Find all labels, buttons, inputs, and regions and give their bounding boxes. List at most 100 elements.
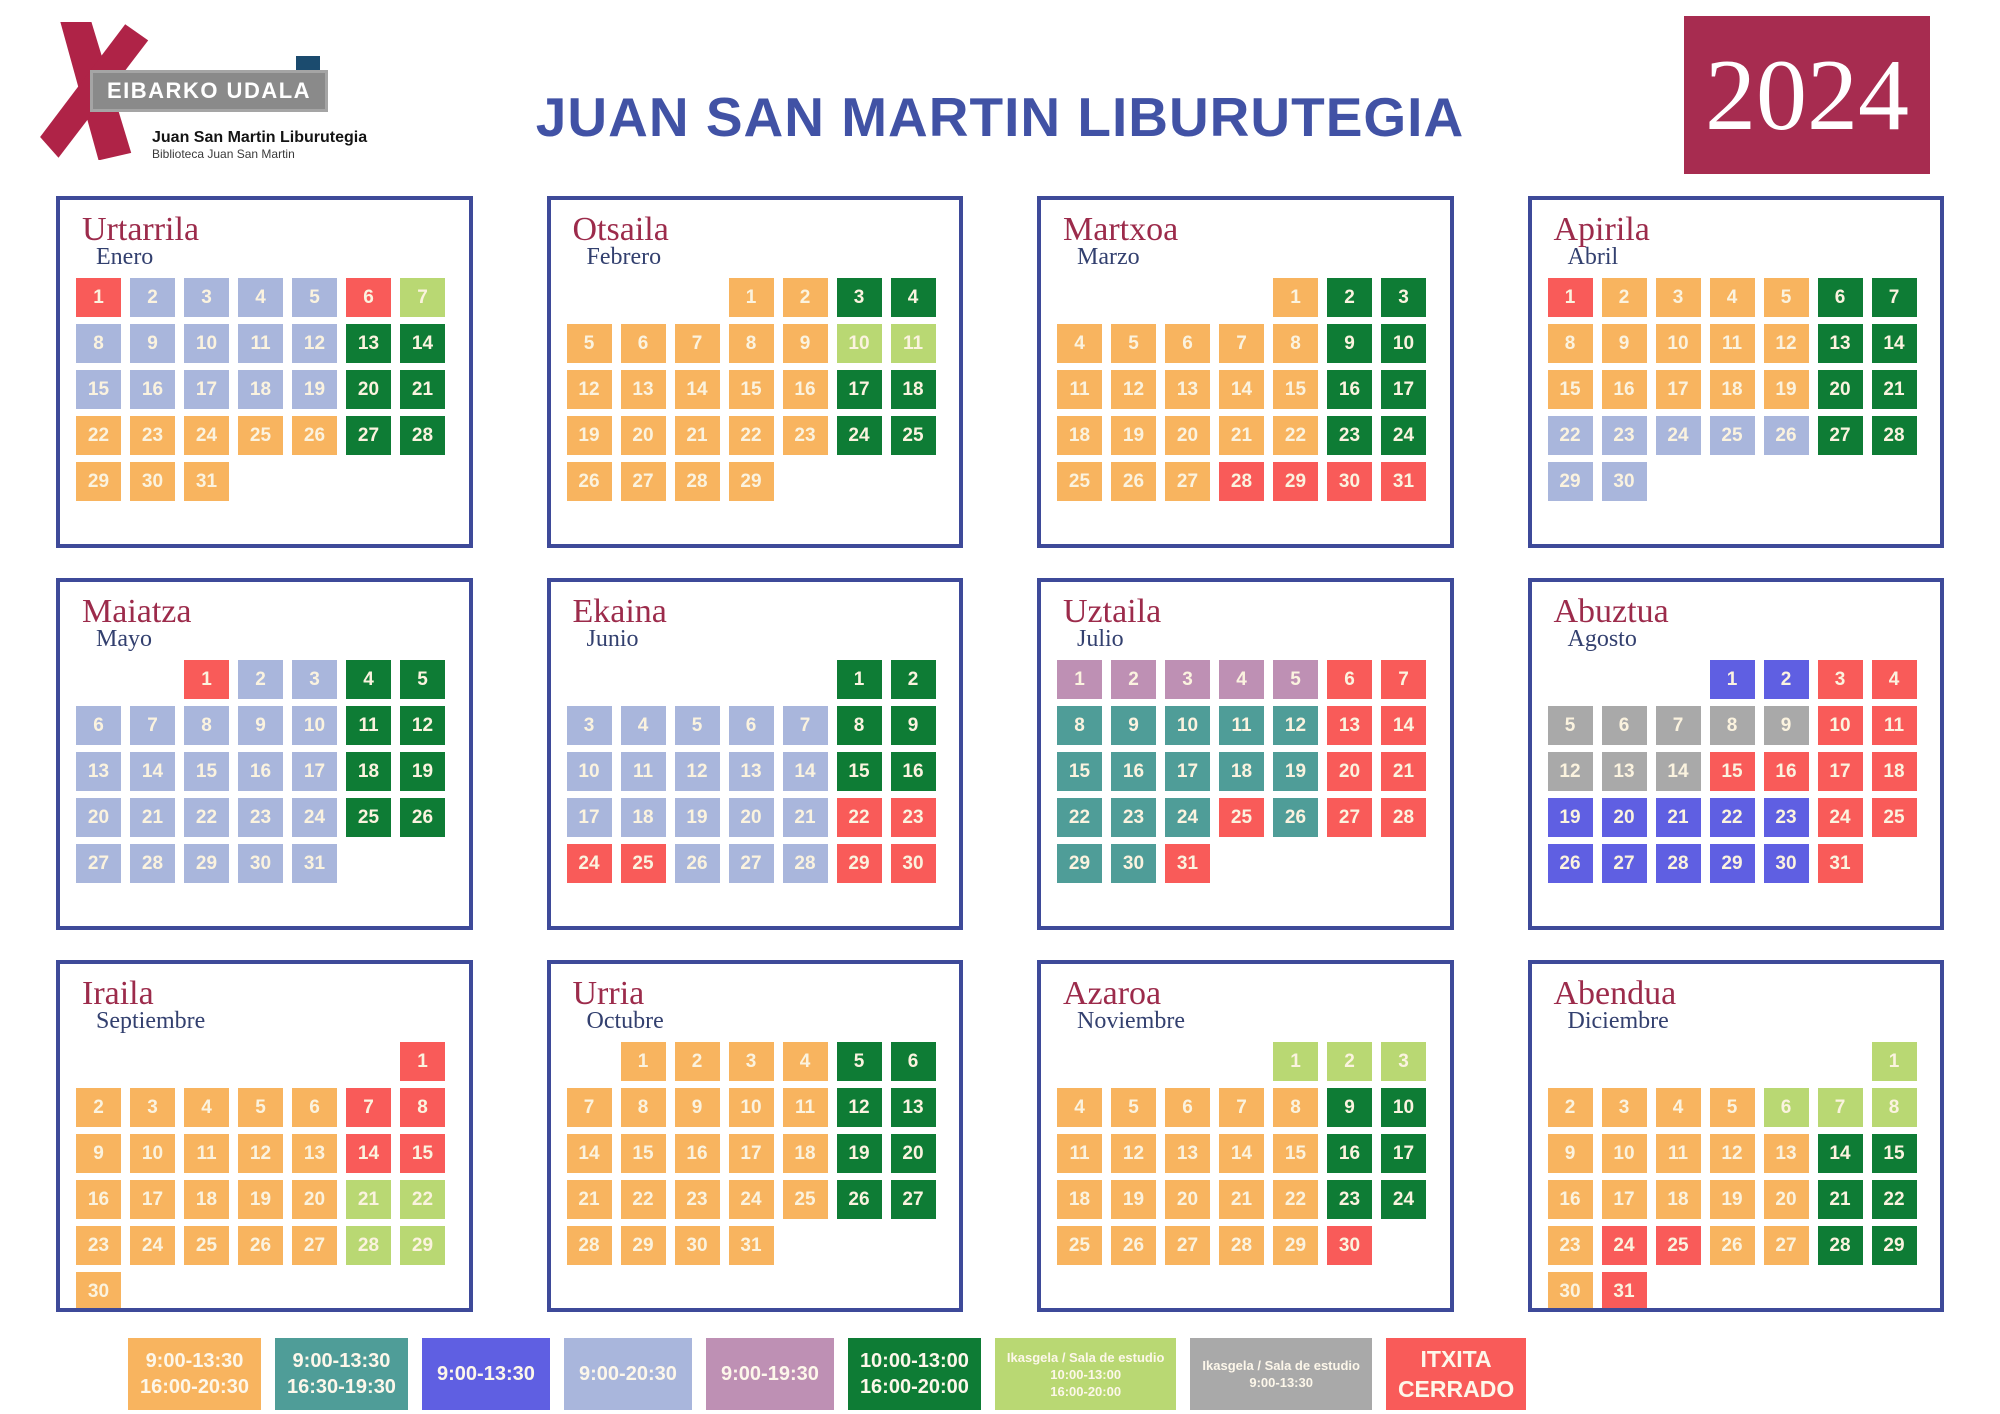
day-cell: 28 [674,462,720,501]
day-cell: 15 [1871,1134,1917,1173]
day-cell: 18 [1709,370,1755,409]
day-cell: 25 [1871,798,1917,837]
day-cell: 19 [566,416,612,455]
month-name-basque: Abuztua [1553,593,1669,630]
day-cell: 15 [76,370,121,409]
day-cell: 13 [1601,752,1647,791]
month-name-basque: Martxoa [1063,211,1179,248]
day-cell: 21 [1219,416,1264,455]
day-grid: 1 2 3 4 5 6 7 8 9 10 11 12 13 14 15 16 17 18 19 20 21 22 23 24 2… [566,1042,946,1265]
day-cell: 10 [1655,324,1701,363]
day-cell: 21 [1871,370,1917,409]
day-cell: 22 [1057,798,1102,837]
day-cell: 19 [836,1134,882,1173]
day-cell: 23 [674,1180,720,1219]
month-name-spanish: Febrero [586,244,662,270]
day-cell: 4 [184,1088,229,1127]
day-cell: 19 [1273,752,1318,791]
day-cell: 25 [238,416,283,455]
day-cell: 9 [76,1134,121,1173]
day-grid: 1 2 3 4 5 6 7 8 9 10 11 12 13 14 15 16 17 18 19 20 21 22 23 24 2… [76,278,455,501]
day-cell: 30 [238,844,283,883]
day-cell: 6 [1601,706,1647,745]
day-cell: 6 [292,1088,337,1127]
months-grid: Urtarrila Enero 1 2 3 4 5 6 7 8 9 10 11 12 13 14 15 16 17 1… [0,196,2000,1312]
day-cell: 19 [1709,1180,1755,1219]
day-cell: 4 [620,706,666,745]
day-cell: 11 [346,706,391,745]
day-cell: 26 [1547,844,1593,883]
day-cell: 23 [238,798,283,837]
day-cell: 19 [1547,798,1593,837]
day-cell: 7 [782,706,828,745]
day-cell: 30 [1547,1272,1593,1308]
day-cell: 11 [238,324,283,363]
day-cell: 2 [76,1088,121,1127]
day-cell: 2 [1601,278,1647,317]
month-name-basque: Uztaila [1063,593,1162,630]
day-cell: 21 [782,798,828,837]
day-cell: 24 [292,798,337,837]
day-grid: 1 2 3 4 5 6 7 8 9 10 11 12 13 14 15 16 17 18 19 20 21 22 23 24 2… [1547,1042,1927,1308]
month-name-basque: Abendua [1553,975,1677,1012]
month-name-spanish: Enero [96,244,154,270]
day-cell: 16 [76,1180,121,1219]
day-cell: 31 [292,844,337,883]
legend-line: 9:00-20:30 [579,1363,677,1385]
month-name-spanish: Diciembre [1567,1008,1669,1034]
day-cell: 16 [238,752,283,791]
day-cell: 25 [890,416,936,455]
day-cell: 12 [1273,706,1318,745]
day-cell: 5 [238,1088,283,1127]
day-cell: 25 [1057,1226,1102,1265]
day-cell: 3 [566,706,612,745]
day-cell: 14 [674,370,720,409]
day-cell: 7 [130,706,175,745]
day-cell: 8 [1547,324,1593,363]
day-cell: 25 [1219,798,1264,837]
day-cell: 20 [1817,370,1863,409]
day-cell: 29 [1057,844,1102,883]
day-cell: 2 [1327,1042,1372,1081]
day-cell: 4 [1709,278,1755,317]
day-cell: 5 [1111,324,1156,363]
day-cell: 6 [1165,324,1210,363]
day-cell: 10 [1381,1088,1426,1127]
day-grid: 1 2 3 4 5 6 7 8 9 10 11 12 13 14 15 16 17 18 19 20 21 22 23 24 2… [1547,660,1927,883]
day-cell: 12 [238,1134,283,1173]
day-cell: 30 [674,1226,720,1265]
day-cell: 6 [620,324,666,363]
day-cell: 14 [400,324,445,363]
day-cell: 20 [1327,752,1372,791]
day-cell: 8 [728,324,774,363]
legend-line: 9:00-13:30 [437,1363,535,1385]
day-cell: 24 [184,416,229,455]
day-cell: 1 [1273,1042,1318,1081]
day-cell: 19 [1763,370,1809,409]
day-cell: 27 [890,1180,936,1219]
day-cell: 9 [1547,1134,1593,1173]
day-cell: 14 [1219,1134,1264,1173]
day-cell: 17 [1817,752,1863,791]
day-grid: 1 2 3 4 5 6 7 8 9 10 11 12 13 14 15 16 17 18 19 20 21 22 23 24 2… [566,278,946,501]
month-name-spanish: Junio [586,626,639,652]
day-cell: 17 [1655,370,1701,409]
day-cell: 24 [1381,1180,1426,1219]
day-cell: 3 [1817,660,1863,699]
month-name-basque: Maiatza [82,593,192,630]
day-cell: 17 [1381,370,1426,409]
day-cell: 4 [1655,1088,1701,1127]
legend-line: 16:00-20:00 [859,1376,969,1398]
day-cell: 15 [620,1134,666,1173]
day-cell: 16 [1763,752,1809,791]
month-name-spanish: Mayo [96,626,152,652]
day-cell: 25 [346,798,391,837]
day-cell: 15 [1057,752,1102,791]
day-cell: 1 [184,660,229,699]
day-cell: 24 [1381,416,1426,455]
day-cell: 19 [292,370,337,409]
day-cell: 23 [1547,1226,1593,1265]
day-cell: 28 [1219,1226,1264,1265]
day-cell: 13 [728,752,774,791]
month-enero: Urtarrila Enero 1 2 3 4 5 6 7 8 9 10 11 12 13 14 15 16 17 1… [56,196,473,548]
